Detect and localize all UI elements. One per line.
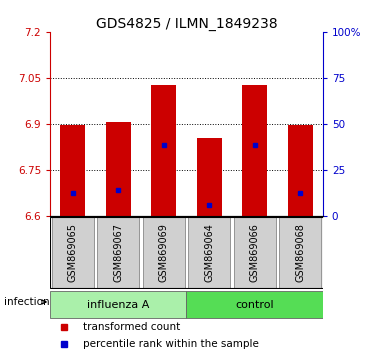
Text: GSM869069: GSM869069 [159, 223, 169, 282]
Text: GSM869067: GSM869067 [113, 223, 123, 282]
Text: GSM869068: GSM869068 [295, 223, 305, 282]
Bar [151, 85, 176, 216]
Bar [242, 85, 267, 216]
FancyBboxPatch shape [143, 217, 185, 288]
FancyBboxPatch shape [50, 291, 187, 318]
FancyBboxPatch shape [97, 217, 139, 288]
Title: GDS4825 / ILMN_1849238: GDS4825 / ILMN_1849238 [96, 17, 277, 31]
Bar [60, 125, 85, 216]
FancyBboxPatch shape [187, 291, 323, 318]
FancyBboxPatch shape [52, 217, 94, 288]
Text: GSM869065: GSM869065 [68, 223, 78, 282]
Bar [197, 138, 221, 216]
Text: control: control [235, 299, 274, 309]
Text: GSM869066: GSM869066 [250, 223, 260, 282]
FancyBboxPatch shape [188, 217, 230, 288]
FancyBboxPatch shape [234, 217, 276, 288]
Text: transformed count: transformed count [83, 321, 180, 332]
Text: influenza A: influenza A [87, 299, 150, 309]
Bar [106, 122, 131, 216]
Text: percentile rank within the sample: percentile rank within the sample [83, 339, 259, 349]
Text: infection: infection [4, 297, 49, 307]
Text: GSM869064: GSM869064 [204, 223, 214, 282]
FancyBboxPatch shape [279, 217, 321, 288]
Bar [288, 125, 312, 216]
